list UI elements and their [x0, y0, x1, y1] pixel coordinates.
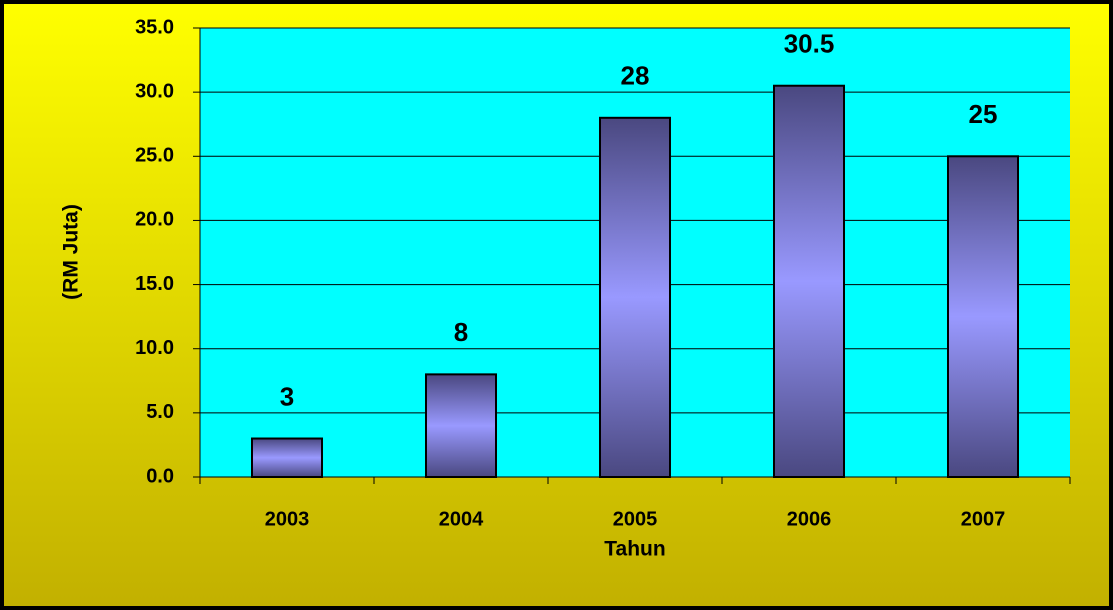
- y-tick-label: 20.0: [135, 209, 174, 231]
- value-label: 8: [454, 317, 468, 347]
- y-tick-label: 15.0: [135, 273, 174, 295]
- y-tick-label: 5.0: [146, 401, 174, 423]
- x-tick-label: 2003: [265, 508, 310, 530]
- bar: [251, 437, 323, 478]
- bar: [425, 373, 497, 478]
- bar: [947, 155, 1019, 479]
- y-tick-label: 35.0: [135, 16, 174, 38]
- value-label: 30.5: [784, 29, 835, 59]
- x-tick-label: 2006: [787, 508, 832, 530]
- y-tick-label: 30.0: [135, 80, 174, 102]
- x-tick-label: 2005: [613, 508, 658, 530]
- bar: [773, 84, 845, 478]
- y-tick-label: 10.0: [135, 337, 174, 359]
- value-label: 28: [621, 61, 650, 91]
- x-tick-label: 2007: [961, 508, 1006, 530]
- y-tick-label: 0.0: [146, 465, 174, 487]
- y-axis-label: (RM Juta): [60, 204, 83, 300]
- bar: [599, 116, 671, 479]
- x-tick-label: 2004: [439, 508, 484, 530]
- value-label: 25: [969, 99, 998, 129]
- y-tick-label: 25.0: [135, 145, 174, 167]
- value-label: 3: [280, 381, 294, 411]
- x-axis-label: Tahun: [604, 538, 665, 561]
